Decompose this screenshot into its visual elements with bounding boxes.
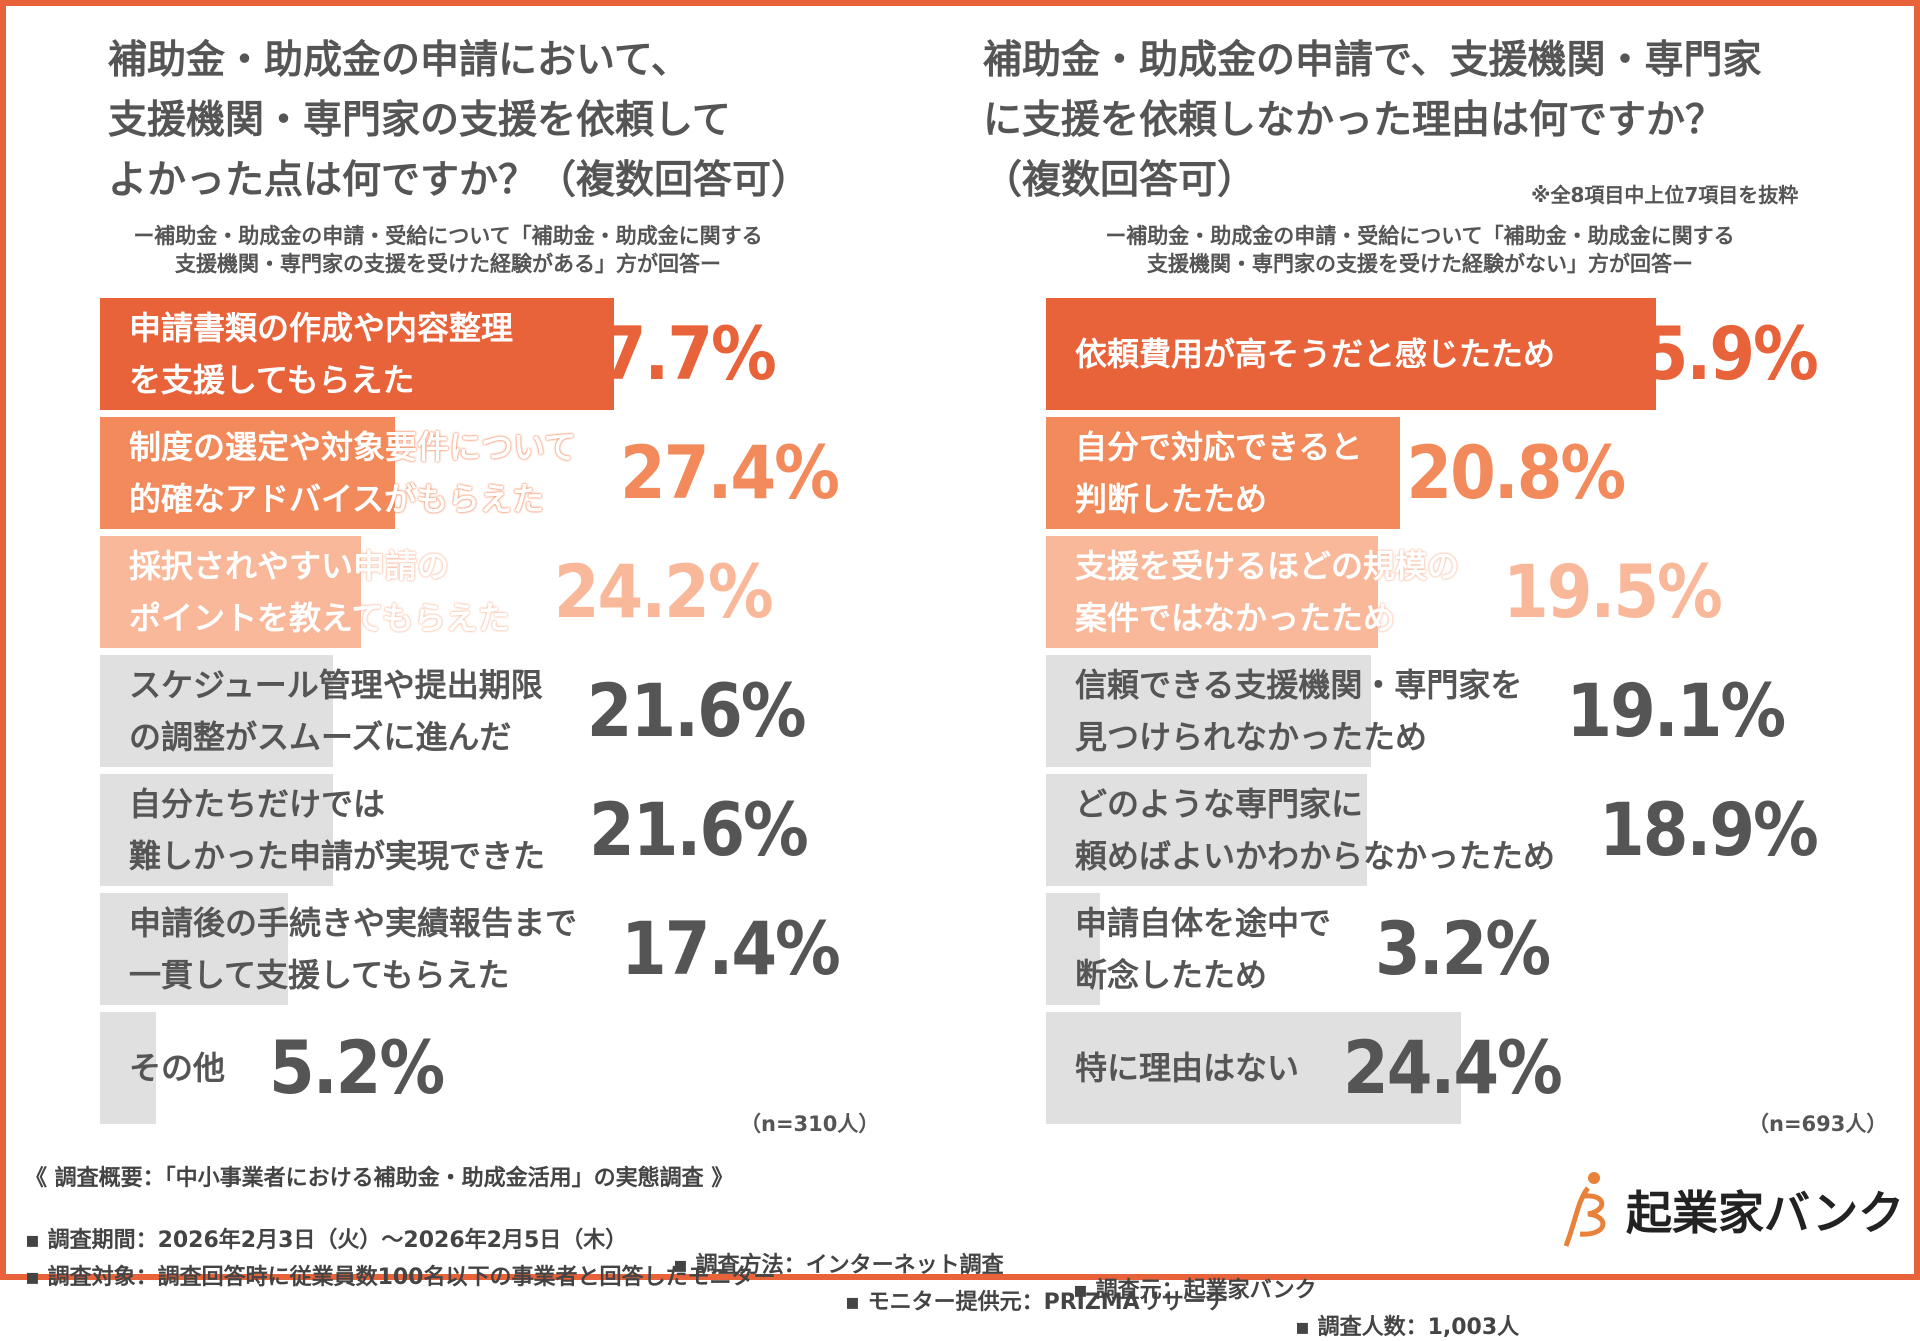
bar-label: どのような専門家に 頼めばよいかわからなかったため <box>1075 785 1556 875</box>
bar-row: 申請後の手続きや実績報告まで 一貫して支援してもらえた 17.4% <box>100 893 841 1005</box>
logo-text: 起業家バンク <box>1626 1186 1905 1240</box>
left-chart-subtitle: ー補助金・助成金の申請・受給について「補助金・助成金に関する 支援機関・専門家の… <box>133 224 763 276</box>
right-chart-subtitle: ー補助金・助成金の申請・受給について「補助金・助成金に関する 支援機関・専門家の… <box>1105 224 1735 276</box>
bar-label: 申請自体を途中で 断念したため <box>1075 904 1332 994</box>
survey-provider: ▪ モニター提供元：PRIZMAリサーチ <box>845 1290 1228 1315</box>
bar-row: どのような専門家に 頼めばよいかわからなかったため 18.9% <box>1046 774 1819 886</box>
bar-row: 自分たちだけでは 難しかった申請が実現できた 21.6% <box>100 774 809 886</box>
bar <box>1046 417 1400 529</box>
survey-count: ▪ 調査人数：1,003人 <box>1295 1315 1520 1340</box>
bar <box>100 774 333 886</box>
survey-method: ▪ 調査方法：インターネット調査 <box>673 1253 1004 1278</box>
value-label: 24.2% <box>553 549 774 635</box>
value-label: 24.4% <box>1343 1025 1563 1111</box>
bar <box>100 298 615 410</box>
bar <box>100 536 361 648</box>
value-label: 47.7% <box>557 311 777 397</box>
value-label: 35.9% <box>1599 311 1819 397</box>
bar-label: 自分で対応できると 判断したため <box>1075 428 1363 518</box>
bar <box>1046 655 1371 767</box>
right-chart-note: ※全8項目中上位7項目を抜粋 <box>1531 183 1799 207</box>
bar-row: 信頼できる支援機関・専門家を 見つけられなかったため 19.1% <box>1046 655 1786 767</box>
left-sample-size: （n=310人） <box>740 1112 880 1136</box>
bar <box>100 893 288 1005</box>
bar-label: 特に理由はない <box>1075 1049 1300 1087</box>
bar <box>100 1012 157 1124</box>
footer-heading: 《 調査概要：「中小事業者における補助金・助成金活用」の実態調査 》 <box>25 1166 734 1191</box>
value-label: 17.4% <box>621 906 841 992</box>
value-label: 3.2% <box>1375 906 1551 992</box>
bar-label: スケジュール管理や提出期限 の調整がスムーズに進んだ <box>129 666 543 756</box>
bar-row: スケジュール管理や提出期限 の調整がスムーズに進んだ 21.6% <box>100 655 807 767</box>
bar-row: 採択されやすい申請の ポイントを教えてもらえた 24.2% <box>100 536 774 648</box>
footer-line-1: ▪ 調査期間：2026年2月3日（火）〜2026年2月5日（木） ▪ 調査方法：… <box>25 1197 1525 1303</box>
bar <box>1046 1012 1461 1124</box>
survey-period: ▪ 調査期間：2026年2月3日（火）〜2026年2月5日（木） <box>25 1228 628 1253</box>
person-b-logo-icon <box>1563 1172 1606 1247</box>
company-logo: 起業家バンク <box>1558 1170 1904 1250</box>
right-chart-title: 補助金・助成金の申請で、支援機関・専門家 に支援を依頼しなかった理由は何ですか？… <box>983 38 1762 203</box>
value-label: 20.8% <box>1406 430 1626 516</box>
footer-line-2: ▪ 調査対象：調査回答時に従業員数100名以下の事業者と回答したモニター ▪ モ… <box>25 1234 1525 1340</box>
bar-row: 申請自体を途中で 断念したため 3.2% <box>1046 893 1551 1005</box>
bar <box>100 655 333 767</box>
bar <box>1046 893 1101 1005</box>
bar-row: 支援を受けるほどの規模の 案件ではなかったため 19.5% <box>1046 536 1723 648</box>
bar-row: 依頼費用が高そうだと感じたため 35.9% <box>1046 298 1819 410</box>
value-label: 21.6% <box>589 787 809 873</box>
survey-target: ▪ 調査対象：調査回答時に従業員数100名以下の事業者と回答したモニター <box>25 1265 776 1290</box>
bar-label: 申請後の手続きや実績報告まで 一貫して支援してもらえた <box>129 904 578 994</box>
bar-label: 申請書類の作成や内容整理 を支援してもらえた <box>129 309 514 399</box>
bar-row: 制度の選定や対象要件について 的確なアドバイスがもらえた 27.4% <box>100 417 840 529</box>
bar <box>100 417 396 529</box>
value-label: 19.1% <box>1566 668 1786 754</box>
bar-label: 支援を受けるほどの規模の 案件ではなかったため <box>1075 547 1460 637</box>
bar <box>1046 774 1368 886</box>
right-sample-size: （n=693人） <box>1748 1112 1888 1136</box>
bar-label: 採択されやすい申請の ポイントを教えてもらえた <box>129 547 510 637</box>
bar-row: その他 5.2% <box>100 1012 445 1124</box>
bar-label: その他 <box>129 1049 226 1087</box>
bar-label: 自分たちだけでは 難しかった申請が実現できた <box>129 785 546 875</box>
value-label: 18.9% <box>1599 787 1819 873</box>
bar <box>1046 298 1657 410</box>
bar-row: 申請書類の作成や内容整理 を支援してもらえた 47.7% <box>100 298 777 410</box>
bar-row: 自分で対応できると 判断したため 20.8% <box>1046 417 1626 529</box>
bar-label: 制度の選定や対象要件について 的確なアドバイスがもらえた <box>129 428 577 518</box>
bar-label: 信頼できる支援機関・専門家を 見つけられなかったため <box>1075 666 1523 756</box>
bar <box>1046 536 1378 648</box>
bar-label: 依頼費用が高そうだと感じたため <box>1075 335 1556 373</box>
value-label: 5.2% <box>269 1025 445 1111</box>
bar-row: 特に理由はない 24.4% <box>1046 1012 1563 1124</box>
value-label: 19.5% <box>1503 549 1723 635</box>
left-chart-title: 補助金・助成金の申請において、 支援機関・専門家の支援を依頼して よかった点は何… <box>108 38 811 203</box>
value-label: 21.6% <box>586 668 807 754</box>
page-border <box>0 0 1920 1280</box>
value-label: 27.4% <box>620 430 840 516</box>
